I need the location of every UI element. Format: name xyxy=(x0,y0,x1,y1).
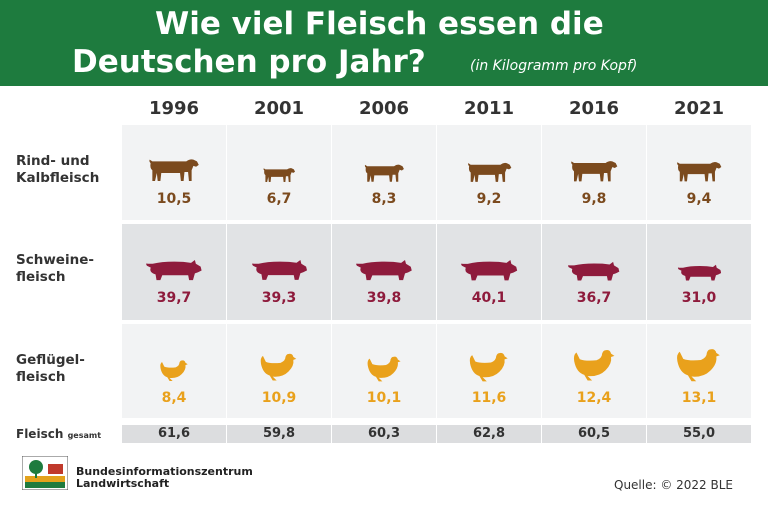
icon-shape xyxy=(356,259,412,281)
icon-shape xyxy=(469,352,508,381)
value-label: 36,7 xyxy=(576,290,612,306)
icon-shape xyxy=(677,162,722,182)
icon-shape xyxy=(571,161,618,182)
value-label: 31,0 xyxy=(681,290,717,306)
value-label: 9,2 xyxy=(476,191,502,207)
icon-shape xyxy=(160,360,188,382)
icon-shape xyxy=(261,354,297,382)
icon-shape xyxy=(461,259,518,281)
value-label: 12,4 xyxy=(576,390,612,406)
total-label-main: Fleisch xyxy=(16,427,64,441)
year-label: 2006 xyxy=(358,98,410,119)
icon xyxy=(146,259,202,281)
total-value: 61,6 xyxy=(157,426,191,441)
icon xyxy=(677,348,721,381)
icon xyxy=(573,350,615,381)
icon-shape xyxy=(251,260,307,281)
row-label: fleisch xyxy=(16,369,66,385)
title-line: Wie viel Fleisch essen die xyxy=(155,6,604,42)
icon xyxy=(677,264,721,281)
org-name: Bundesinformationszentrum xyxy=(76,465,253,478)
row-label: Schweine- xyxy=(16,252,94,268)
value-label: 10,9 xyxy=(261,390,297,406)
icon xyxy=(367,356,401,382)
year-label: 2021 xyxy=(673,98,725,119)
title-line: Deutschen pro Jahr? xyxy=(72,44,426,80)
value-label: 8,3 xyxy=(371,191,397,207)
icon xyxy=(251,260,307,281)
value-label: 39,8 xyxy=(366,290,402,306)
value-label: 39,3 xyxy=(261,290,297,306)
value-label: 6,7 xyxy=(266,191,292,207)
total-label-sub: gesamt xyxy=(67,431,102,440)
org-name: Landwirtschaft xyxy=(76,477,170,490)
icon-shape xyxy=(467,162,511,182)
icon xyxy=(160,360,188,382)
icon xyxy=(677,162,722,182)
row-label: Kalbfleisch xyxy=(16,170,100,186)
icon xyxy=(568,261,620,281)
value-label: 11,6 xyxy=(471,390,507,406)
value-label: 10,1 xyxy=(366,390,402,406)
icon-shape xyxy=(677,348,721,381)
value-label: 9,4 xyxy=(686,191,712,207)
icon-shape xyxy=(263,168,295,182)
cell xyxy=(647,425,751,443)
icon-shape xyxy=(677,264,721,281)
cell xyxy=(437,425,541,443)
icon xyxy=(469,352,508,381)
value-label: 40,1 xyxy=(471,290,507,306)
header xyxy=(0,0,768,86)
row-label: Geflügel- xyxy=(16,352,85,368)
icon xyxy=(467,162,511,182)
cell xyxy=(542,425,646,443)
total-value: 60,5 xyxy=(577,426,611,441)
icon-shape xyxy=(149,159,199,182)
total-value: 62,8 xyxy=(472,426,506,441)
icon-shape xyxy=(367,356,401,382)
row-label: Rind- und xyxy=(16,153,90,169)
year-label: 2016 xyxy=(568,98,620,119)
value-label: 39,7 xyxy=(156,290,192,306)
year-label: 2001 xyxy=(253,98,305,119)
cell xyxy=(227,425,331,443)
cell xyxy=(122,425,226,443)
value-label: 9,8 xyxy=(581,191,607,207)
logo xyxy=(22,456,68,490)
icon xyxy=(571,161,618,182)
source: Quelle: © 2022 BLE xyxy=(614,478,734,492)
icon xyxy=(261,354,297,382)
icon-shape xyxy=(364,164,404,182)
year-label: 1996 xyxy=(148,98,200,119)
icon xyxy=(461,259,518,281)
icon xyxy=(364,164,404,182)
cell xyxy=(332,425,436,443)
icon-shape xyxy=(573,350,615,381)
icon xyxy=(149,159,199,182)
subtitle: (in Kilogramm pro Kopf) xyxy=(470,58,638,74)
year-label: 2011 xyxy=(463,98,515,119)
total-value: 55,0 xyxy=(682,426,716,441)
value-label: 13,1 xyxy=(681,390,717,406)
total-label: Fleisch gesamt xyxy=(16,426,101,444)
icon-shape xyxy=(568,261,620,281)
total-value: 60,3 xyxy=(367,426,401,441)
icon-shape xyxy=(146,259,202,281)
icon xyxy=(263,168,295,182)
total-value: 59,8 xyxy=(262,426,296,441)
value-label: 8,4 xyxy=(161,390,187,406)
icon xyxy=(356,259,412,281)
row-label: fleisch xyxy=(16,269,66,285)
value-label: 10,5 xyxy=(156,191,192,207)
